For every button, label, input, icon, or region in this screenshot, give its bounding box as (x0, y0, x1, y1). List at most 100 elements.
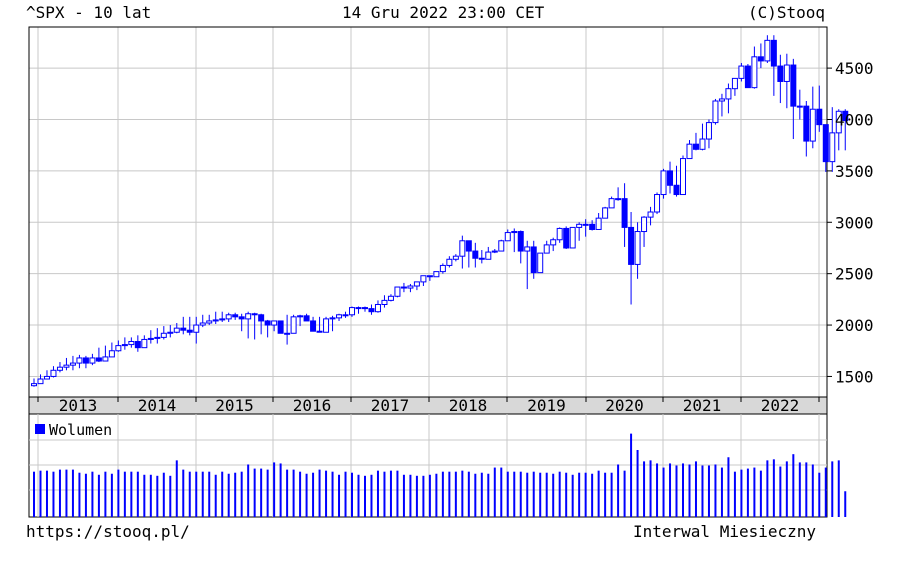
candle (407, 283, 414, 293)
candle (426, 275, 433, 281)
x-tick-label: 2013 (59, 396, 98, 415)
candle (783, 53, 790, 109)
source-url-link[interactable]: https://stooq.pl/ (26, 522, 190, 541)
copyright-label: (C)Stooq (748, 3, 826, 22)
chart-title: ^SPX - 10 lat (26, 3, 152, 22)
candle (660, 168, 667, 199)
candle (225, 312, 232, 322)
candle (387, 294, 394, 302)
price-plot-frame (28, 26, 828, 398)
candle (310, 316, 317, 332)
candle (167, 325, 174, 338)
candle (667, 161, 674, 194)
candle (556, 227, 563, 243)
x-tick-label: 2018 (449, 396, 488, 415)
y-axis: 1500 2000 2500 3000 3500 4000 4500 (827, 59, 874, 386)
candle (731, 77, 738, 96)
candle (76, 354, 83, 369)
candle (589, 220, 596, 231)
candle (290, 314, 297, 334)
candle (757, 43, 764, 69)
x-tick-label: 2014 (138, 396, 177, 415)
candle (524, 240, 531, 290)
candle (232, 312, 239, 320)
candle (95, 347, 102, 363)
candle (238, 313, 245, 332)
candle (115, 340, 122, 352)
y-tick-label: 3000 (835, 213, 874, 232)
candle (439, 263, 446, 274)
candle (212, 311, 219, 325)
candle (835, 109, 842, 151)
candle (615, 187, 622, 201)
candle (504, 229, 511, 242)
candle (180, 316, 187, 335)
candle (511, 228, 518, 253)
candle (394, 286, 401, 298)
candle (147, 330, 154, 344)
candle (550, 237, 557, 252)
candle (69, 355, 76, 371)
candle (400, 282, 407, 293)
x-tick-label: 2016 (293, 396, 332, 415)
candle (725, 83, 732, 114)
price-candles (31, 35, 849, 387)
candle (563, 226, 570, 249)
y-tick-label: 2500 (835, 265, 874, 284)
candle (576, 222, 583, 241)
candle (459, 235, 466, 269)
candle (355, 306, 362, 314)
candle (323, 316, 330, 333)
candle (842, 109, 849, 151)
candle (738, 62, 745, 82)
candle (63, 357, 70, 371)
y-tick-label: 2000 (835, 316, 874, 335)
candle (537, 252, 544, 274)
candle (680, 155, 686, 196)
candle (186, 316, 193, 336)
candle (621, 183, 628, 247)
candle (478, 250, 485, 264)
candle (654, 192, 661, 215)
candle (37, 374, 44, 385)
candle (381, 295, 388, 308)
x-tick-label: 2020 (605, 396, 644, 415)
candle (368, 304, 375, 315)
x-tick-label: 2021 (683, 396, 722, 415)
volume-grid (29, 414, 827, 517)
candle (602, 206, 609, 219)
candle (245, 311, 252, 339)
x-axis: 2013 2014 2015 2016 2017 2018 2019 2020 2021 2022 (37, 396, 820, 415)
price-grid (29, 27, 827, 397)
candle (628, 212, 635, 305)
candle (271, 320, 278, 332)
candle (82, 355, 89, 369)
candle (219, 311, 226, 322)
volume-legend-label: Wolumen (49, 421, 112, 439)
x-tick-label: 2019 (527, 396, 566, 415)
candle (128, 337, 135, 348)
candle (349, 306, 356, 317)
candle (452, 254, 459, 262)
candle (641, 216, 648, 247)
candle (829, 107, 836, 172)
candle (744, 64, 751, 89)
candle (50, 366, 57, 378)
interval-label: Interwal Miesieczny (633, 522, 817, 541)
candle (673, 165, 680, 197)
candle (809, 86, 816, 149)
candle (608, 196, 615, 209)
candle (361, 306, 368, 312)
candle (803, 101, 810, 157)
candle (154, 328, 161, 344)
candle (89, 353, 96, 366)
candle (193, 316, 200, 344)
candle (284, 314, 291, 345)
candle (297, 314, 304, 327)
candle (277, 320, 284, 334)
candle (705, 119, 712, 149)
y-tick-label: 4000 (835, 111, 874, 130)
x-tick-label: 2017 (371, 396, 410, 415)
volume-legend-swatch (35, 424, 45, 434)
x-tick-label: 2015 (215, 396, 254, 415)
